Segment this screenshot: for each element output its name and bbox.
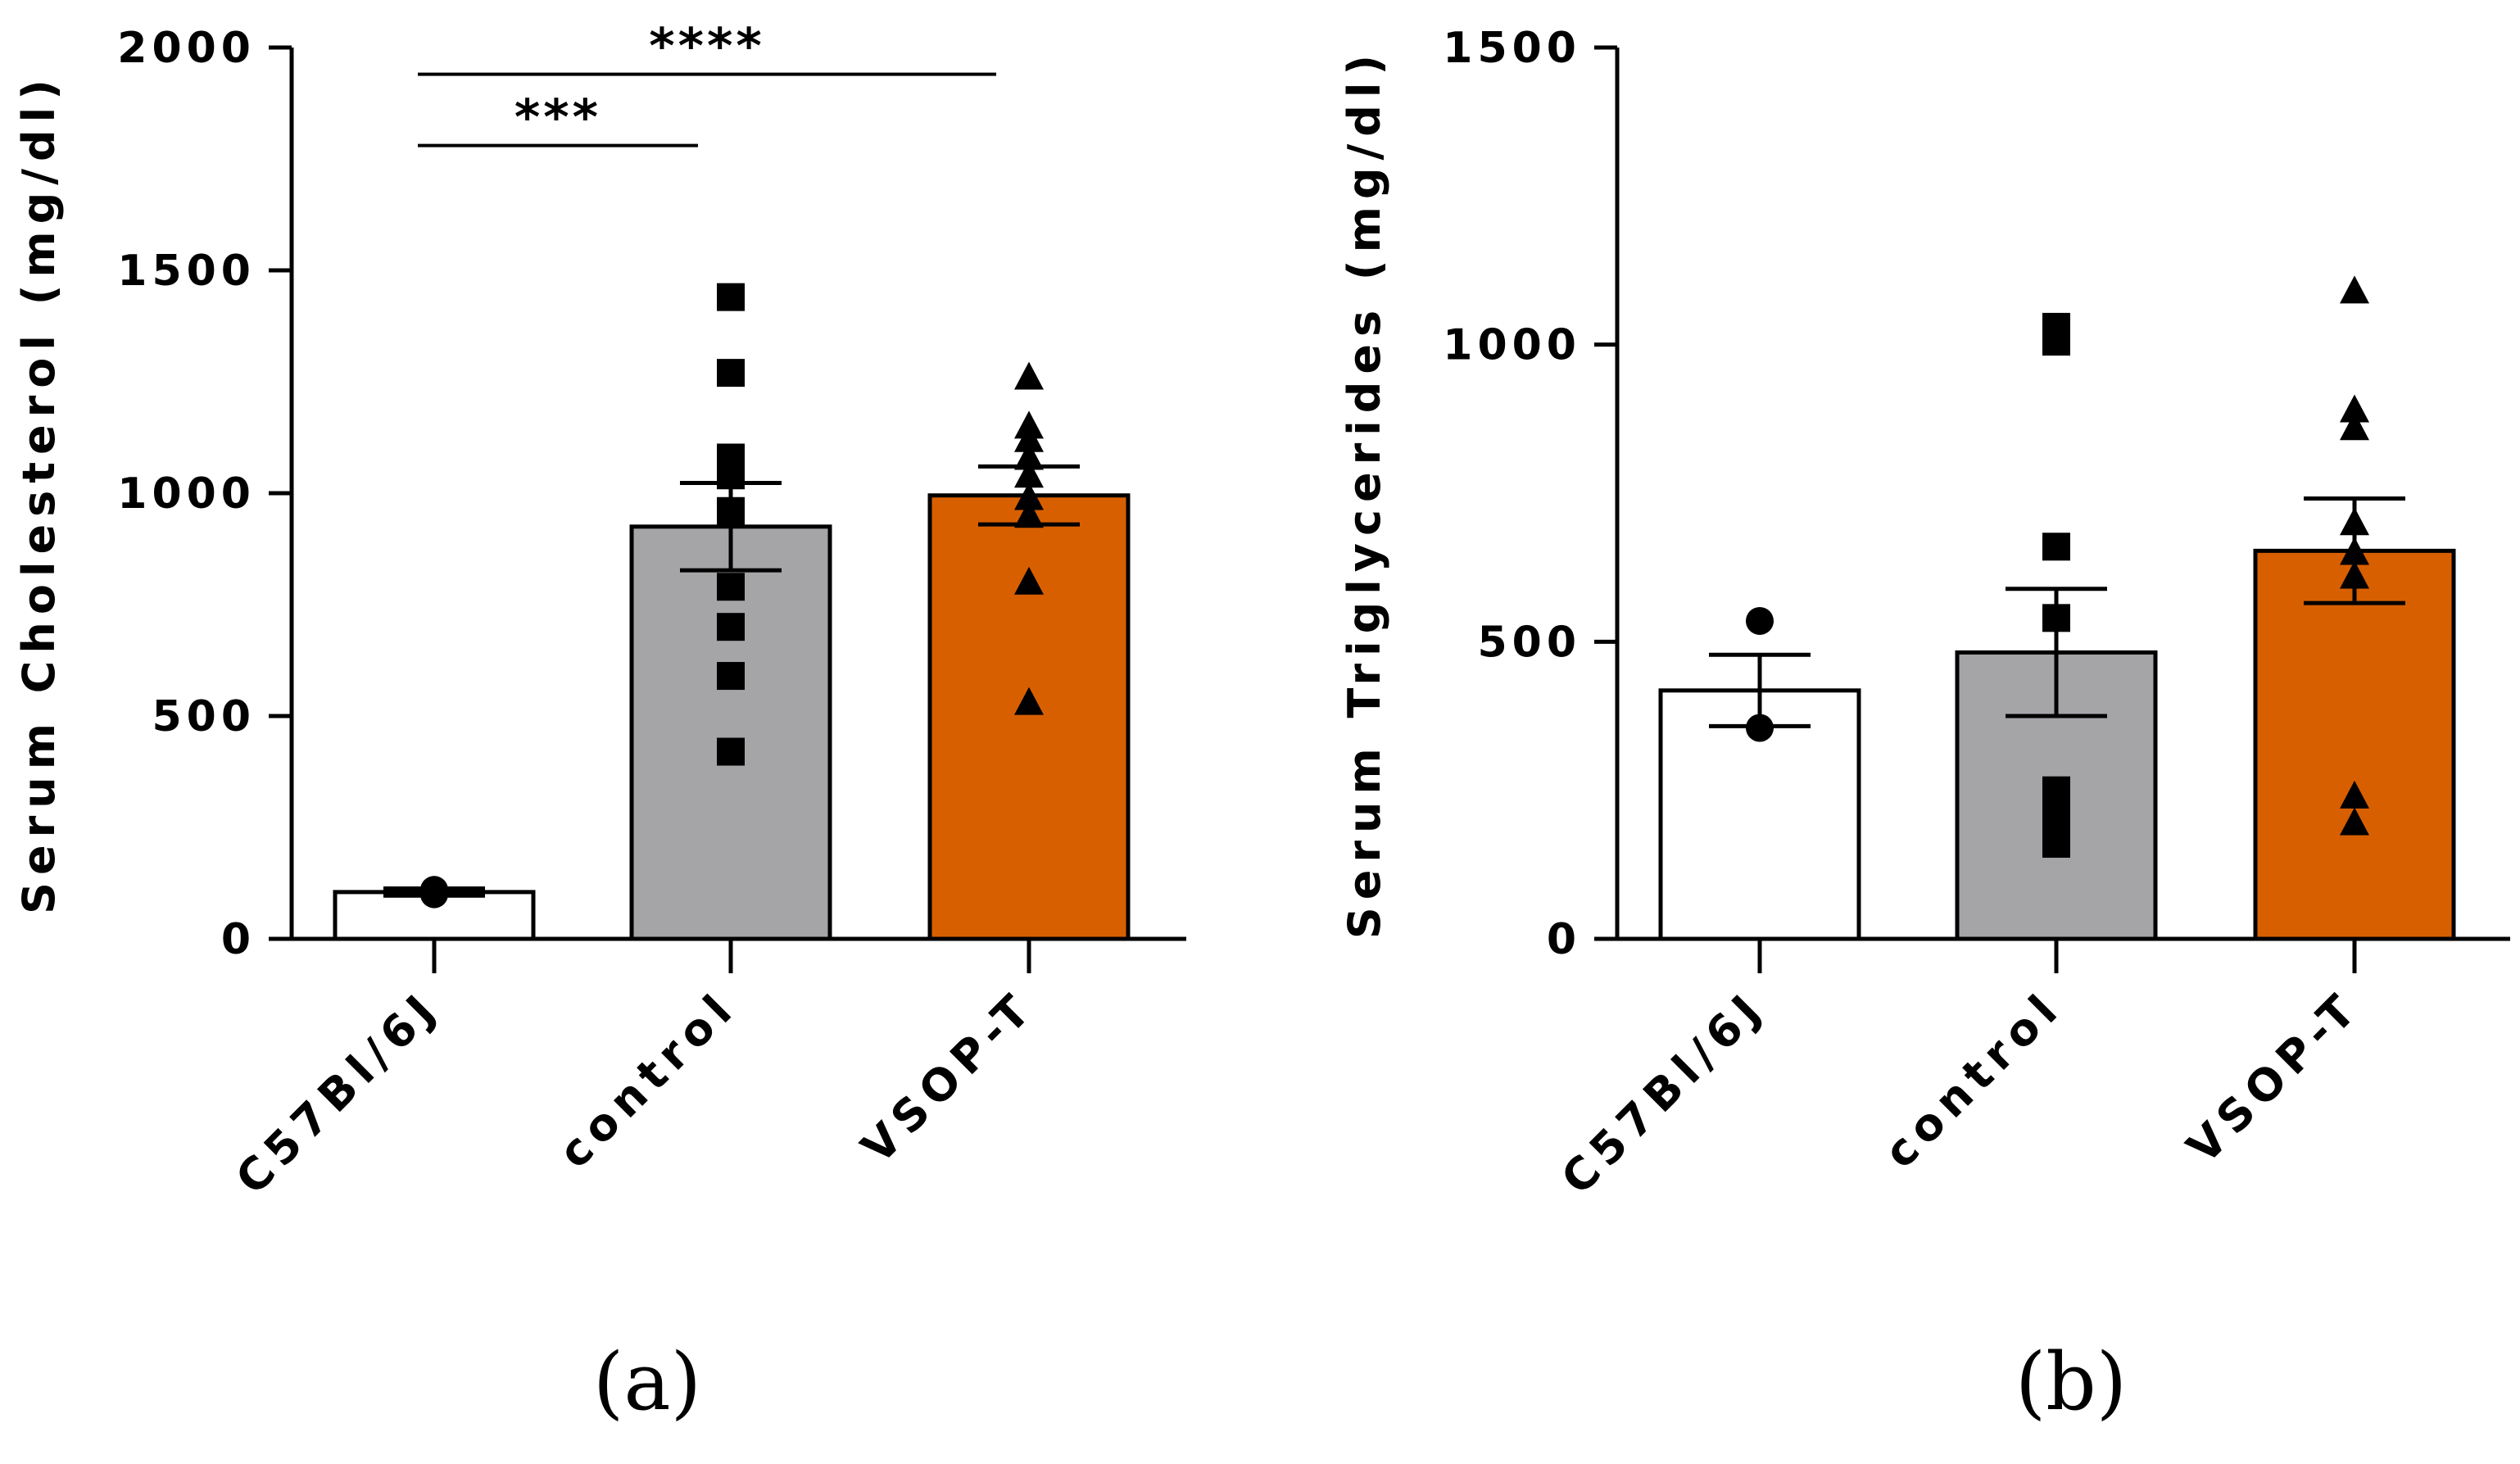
panel-label: (b)	[2015, 1336, 2127, 1428]
chart-panel-a: 0 500 1000 1500 2000 Serum Cholesterol (mg/dl…	[13, 18, 1186, 1428]
y-tick-label: 2000	[117, 24, 256, 73]
data-point	[2340, 412, 2369, 441]
y-tick-label: 1500	[117, 247, 256, 296]
data-point	[717, 613, 745, 641]
data-point	[1746, 606, 1774, 635]
data-point	[1014, 566, 1044, 595]
data-point	[1014, 424, 1044, 452]
data-point	[717, 662, 745, 691]
y-axis-title: Serum Triglycerides (mg/dl)	[1339, 48, 1390, 939]
data-point	[2340, 780, 2369, 809]
significance-label: ***	[514, 89, 601, 147]
data-point	[717, 461, 745, 490]
x-tick-label: control	[549, 981, 747, 1179]
data-point	[1014, 687, 1044, 715]
data-point	[1014, 500, 1044, 528]
x-tick-label: VSOP-T	[851, 981, 1045, 1174]
data-point	[2340, 275, 2369, 304]
data-point	[420, 880, 448, 909]
data-point	[2340, 807, 2369, 836]
x-tick-label: C57Bl/6J	[1552, 981, 1776, 1205]
data-point	[717, 737, 745, 766]
chart-panel-b: 0 500 1000 1500 Serum Triglycerides (mg/dl) C…	[1339, 24, 2510, 1428]
data-point	[2042, 829, 2070, 858]
significance-label: ****	[649, 18, 765, 75]
x-tick-label: control	[1874, 981, 2073, 1179]
data-point	[2340, 507, 2369, 536]
data-point	[2340, 560, 2369, 589]
data-point	[1746, 714, 1774, 742]
data-point	[2042, 604, 2070, 632]
data-point	[2042, 328, 2070, 356]
data-point	[717, 573, 745, 601]
y-tick-label: 500	[152, 692, 256, 741]
y-axis-title: Serum Cholesterol (mg/dl)	[13, 72, 65, 914]
data-point	[1014, 361, 1044, 390]
bar-vsop-t	[2253, 548, 2456, 941]
panel-label: (a)	[593, 1336, 701, 1428]
y-tick-label: 500	[1477, 618, 1581, 667]
data-point	[717, 496, 745, 525]
y-tick-label: 1500	[1443, 24, 1581, 73]
y-tick-label: 1000	[1443, 321, 1581, 370]
data-point	[2340, 537, 2369, 565]
data-point	[2042, 533, 2070, 561]
data-point	[1014, 460, 1044, 488]
bar-vsop-t	[927, 493, 1131, 941]
data-point	[1014, 442, 1044, 470]
y-tick-label: 0	[1547, 915, 1581, 964]
x-tick-label: C57Bl/6J	[226, 981, 451, 1205]
data-point	[717, 359, 745, 388]
data-point	[1014, 482, 1044, 510]
data-point	[717, 283, 745, 311]
y-tick-label: 0	[221, 915, 256, 964]
x-tick-label: VSOP-T	[2177, 981, 2370, 1174]
data-point	[2340, 394, 2369, 423]
y-tick-label: 1000	[117, 469, 256, 519]
